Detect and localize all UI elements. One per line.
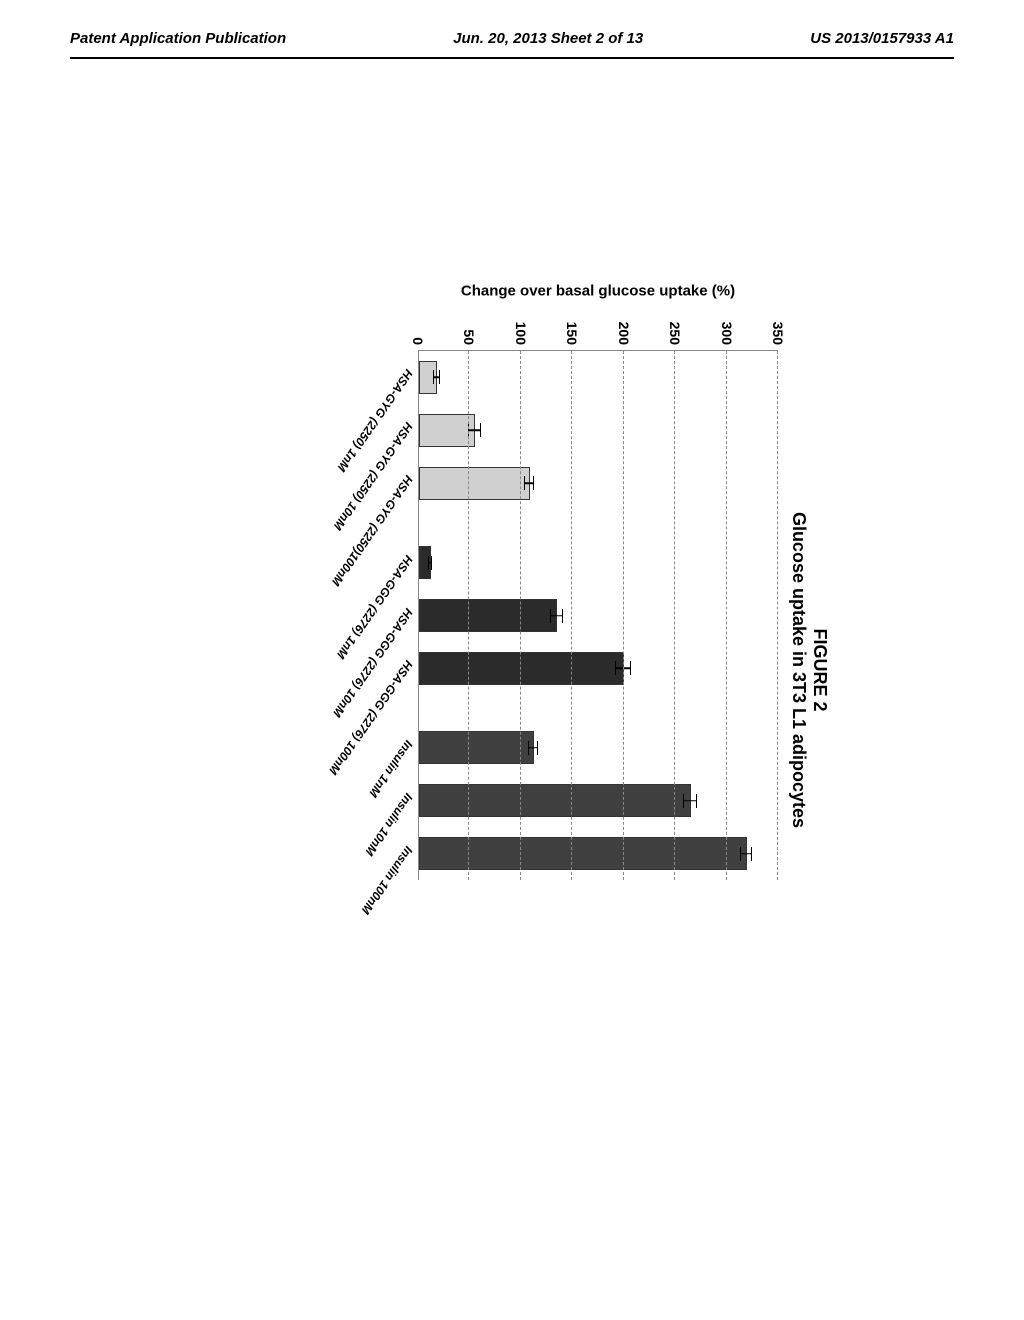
- figure-container: FIGURE 2 Glucose uptake in 3T3 L1 adipoc…: [120, 120, 940, 1220]
- bar: [419, 784, 691, 817]
- bar: [419, 414, 475, 447]
- y-tick-label: 300: [719, 322, 735, 351]
- y-axis-label: Change over basal glucose uptake (%): [461, 283, 735, 300]
- bar: [419, 599, 557, 632]
- x-tick-label: Insulin 1nM: [366, 737, 415, 799]
- bars-container: HSA-GYG (2250) 1nMHSA-GYG (2250) 10nMHSA…: [419, 351, 778, 880]
- y-tick-label: 0: [410, 337, 426, 351]
- bar-slot: HSA-GYG (2250) 1nM: [419, 351, 778, 404]
- plot-area: Change over basal glucose uptake (%) HSA…: [418, 350, 778, 880]
- header-right: US 2013/0157933 A1: [810, 30, 954, 47]
- rotated-chart-wrapper: FIGURE 2 Glucose uptake in 3T3 L1 adipoc…: [230, 270, 830, 1070]
- header-rule: [70, 57, 954, 59]
- y-tick-label: 50: [461, 329, 477, 351]
- error-bar: [468, 423, 480, 437]
- bar-slot: HSA-GGG (2276) 10nM: [419, 589, 778, 642]
- gridline: [726, 351, 727, 880]
- group-gap: [419, 510, 778, 536]
- bar-slot: Insulin 100nM: [419, 827, 778, 880]
- y-tick-label: 250: [667, 322, 683, 351]
- error-bar: [433, 370, 439, 384]
- chart-title: Glucose uptake in 3T3 L1 adipocytes: [788, 270, 809, 1070]
- bar: [419, 467, 530, 500]
- header-left: Patent Application Publication: [70, 30, 286, 47]
- header-center: Jun. 20, 2013 Sheet 2 of 13: [453, 30, 643, 47]
- gridline: [520, 351, 521, 880]
- error-bar: [428, 556, 432, 570]
- error-bar: [528, 741, 538, 755]
- y-tick-label: 350: [770, 322, 786, 351]
- error-bar: [683, 794, 697, 808]
- figure-label: FIGURE 2: [809, 270, 830, 1070]
- bar-slot: HSA-GYG (2250) 10nM: [419, 404, 778, 457]
- bar-slot: HSA-GYG (2250)100nM: [419, 457, 778, 510]
- page-header: Patent Application Publication Jun. 20, …: [0, 0, 1024, 57]
- y-tick-label: 200: [616, 322, 632, 351]
- error-bar: [740, 847, 752, 861]
- y-tick-label: 150: [564, 322, 580, 351]
- error-bar: [550, 609, 562, 623]
- gridline: [674, 351, 675, 880]
- gridline: [777, 351, 778, 880]
- bar-slot: HSA-GGG (2276) 1nM: [419, 536, 778, 589]
- bar: [419, 652, 624, 685]
- bar-slot: Insulin 10nM: [419, 774, 778, 827]
- bar: [419, 361, 437, 394]
- bar-slot: Insulin 1nM: [419, 721, 778, 774]
- gridline: [468, 351, 469, 880]
- bar-slot: HSA-GGG (2276) 100nM: [419, 642, 778, 695]
- bar: [419, 546, 431, 579]
- gridline: [623, 351, 624, 880]
- y-tick-label: 100: [513, 322, 529, 351]
- group-gap: [419, 695, 778, 721]
- bar: [419, 731, 534, 764]
- gridline: [571, 351, 572, 880]
- error-bar: [524, 476, 534, 490]
